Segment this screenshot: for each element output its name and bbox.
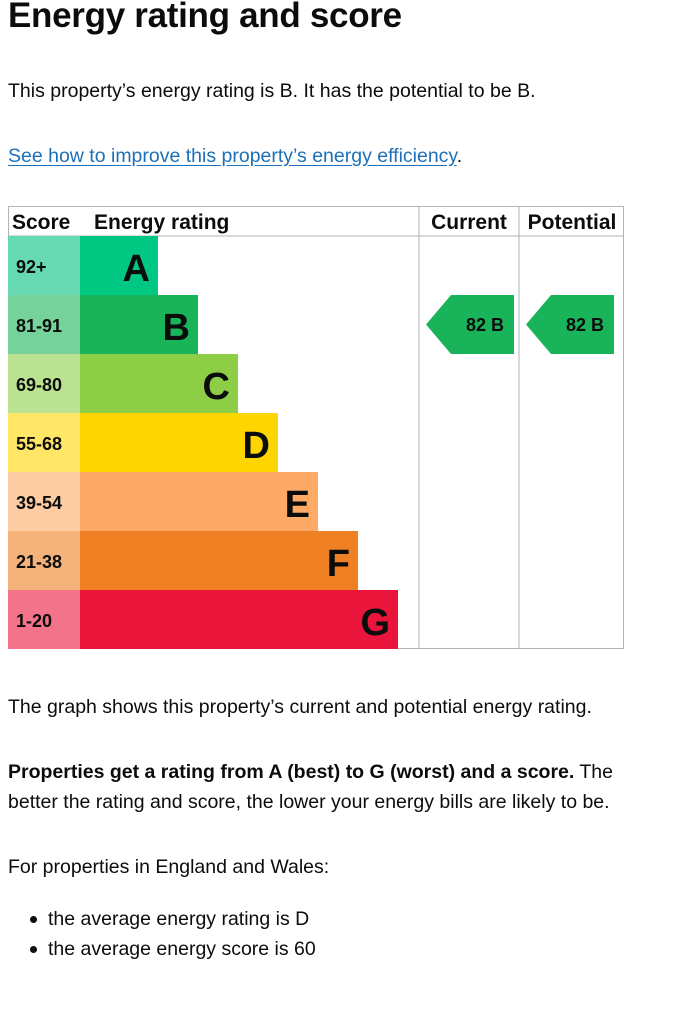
improve-efficiency-link[interactable]: See how to improve this property’s energ… — [8, 145, 457, 167]
average-score-item: the average energy score is 60 — [8, 934, 316, 964]
rating-explanation-bold: Properties get a rating from A (best) to… — [8, 761, 575, 783]
score-range-e: 39-54 — [16, 493, 62, 513]
improve-link-suffix: . — [456, 145, 463, 167]
current-header: Current — [431, 211, 507, 234]
rating-explanation: Properties get a rating from A (best) to… — [8, 757, 648, 817]
rating-bar-b — [80, 295, 198, 354]
page-title: Energy rating and score — [8, 0, 402, 35]
score-cell-f — [8, 531, 80, 590]
score-cell-b — [8, 295, 80, 354]
score-cell-d — [8, 413, 80, 472]
score-cell-a — [8, 236, 80, 295]
graph-caption: The graph shows this property’s current … — [8, 696, 592, 718]
averages-intro: For properties in England and Wales: — [8, 856, 330, 878]
current-arrow — [426, 295, 514, 354]
energy-rating-chart: Score Energy rating Current Potential 92+ A 81… — [8, 206, 624, 649]
score-range-a: 92+ — [16, 257, 47, 277]
score-range-d: 55-68 — [16, 434, 62, 454]
average-rating-item: the average energy rating is D — [8, 904, 316, 934]
rating-letter-b: B — [163, 307, 190, 349]
energy-rating-graph: Score Energy rating Current Potential 92+ A 81… — [8, 206, 624, 649]
potential-arrow — [526, 295, 614, 354]
potential-rating-label: 82 B — [566, 315, 604, 335]
score-header: Score — [12, 211, 70, 234]
rating-letter-d: D — [243, 425, 270, 467]
current-rating-label: 82 B — [466, 315, 504, 335]
score-cell-g — [8, 590, 80, 649]
intro-text: This property’s energy rating is B. It h… — [8, 80, 536, 102]
averages-list: the average energy rating is D the avera… — [8, 904, 316, 964]
rating-bar-g — [80, 590, 398, 649]
rating-letter-e: E — [285, 484, 310, 526]
rating-bar-e — [80, 472, 318, 531]
rating-letter-g: G — [360, 602, 390, 644]
score-range-g: 1-20 — [16, 611, 52, 631]
rating-letter-a: A — [123, 248, 150, 290]
score-range-f: 21-38 — [16, 552, 62, 572]
potential-header: Potential — [528, 211, 617, 234]
rating-explanation-rest: The better the rating and score, the low… — [8, 761, 613, 813]
rating-bar-c — [80, 354, 238, 413]
score-cell-e — [8, 472, 80, 531]
rating-bar-a — [80, 236, 158, 295]
rating-letter-f: F — [327, 543, 350, 585]
rating-bar-f — [80, 531, 358, 590]
score-range-b: 81-91 — [16, 316, 62, 336]
rating-bar-d — [80, 413, 278, 472]
energy-rating-header: Energy rating — [94, 211, 229, 234]
score-range-c: 69-80 — [16, 375, 62, 395]
score-cell-c — [8, 354, 80, 413]
rating-letter-c: C — [203, 366, 230, 408]
improve-paragraph: See how to improve this property’s energ… — [8, 141, 462, 171]
